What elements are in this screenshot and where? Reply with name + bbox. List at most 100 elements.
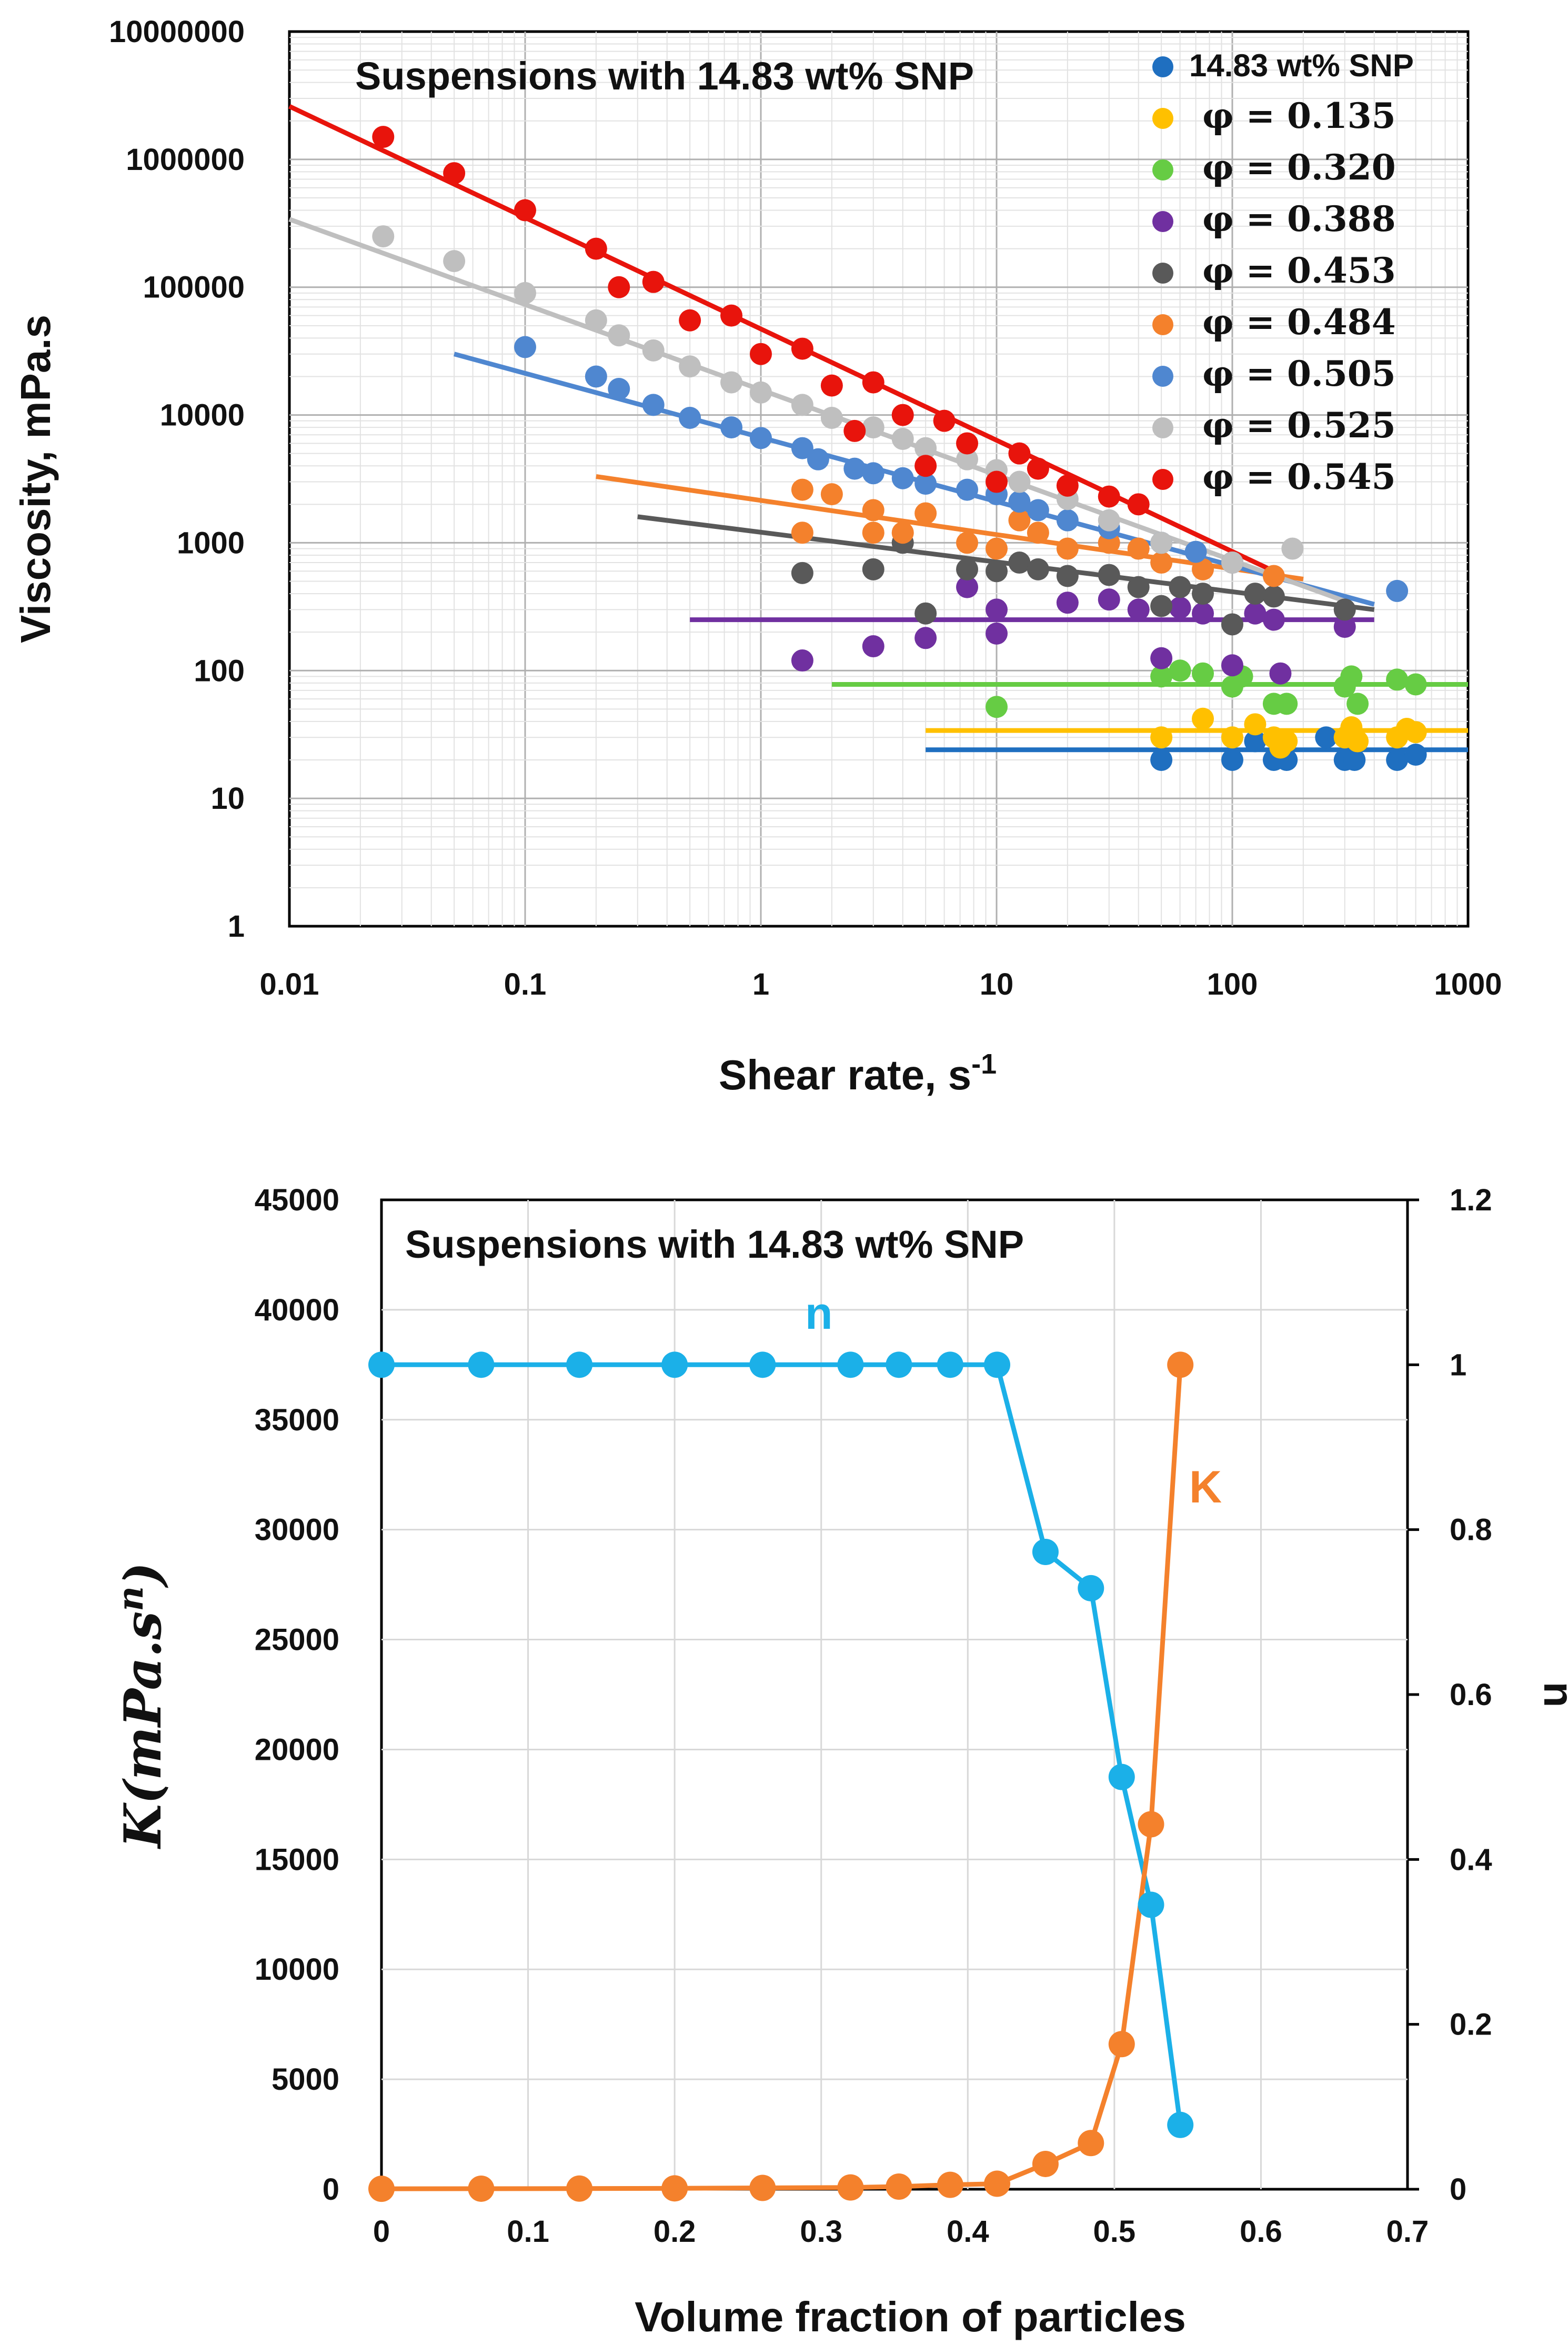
point-series-7	[750, 381, 772, 404]
legend-marker-7	[1152, 417, 1173, 438]
point-n	[886, 1351, 912, 1378]
point-series-4	[1027, 558, 1049, 580]
point-series-1	[1150, 726, 1173, 749]
fit-line-series-5	[596, 474, 1304, 582]
point-series-8	[914, 455, 937, 477]
point-series-8	[750, 343, 772, 365]
series-label-k: K	[1189, 1462, 1222, 1512]
point-series-6	[1008, 490, 1031, 513]
left-y-tick-label: 0	[323, 2172, 339, 2207]
data-points	[372, 126, 1427, 771]
x-tick-labels: 0 0.1 0.2 0.3 0.4 0.5 0.6 0.7	[373, 2214, 1429, 2249]
point-series-3	[1150, 647, 1173, 669]
point-series-0	[1315, 726, 1338, 749]
point-series-4	[986, 560, 1008, 583]
point-series-7	[372, 225, 395, 248]
point-series-7	[514, 282, 536, 304]
series-label-n: n	[805, 1288, 833, 1339]
point-n	[1032, 1538, 1059, 1565]
series-lines	[381, 1362, 1183, 2191]
legend-label-2: φ = 0.320	[1202, 147, 1396, 188]
point-series-7	[1281, 537, 1304, 560]
point-series-1	[1275, 730, 1298, 753]
x-tick-label: 0.2	[654, 2214, 696, 2249]
point-series-5	[914, 502, 937, 525]
point-series-3	[1056, 592, 1079, 614]
legend-marker-2	[1152, 159, 1173, 181]
point-series-8	[791, 337, 813, 360]
point-k	[1032, 2150, 1059, 2177]
left-y-tick-label: 45000	[255, 1183, 339, 1217]
point-series-4	[1127, 576, 1150, 598]
point-series-0	[1386, 749, 1409, 771]
legend-label-8: φ = 0.545	[1202, 456, 1396, 497]
x-tick-label: 0.5	[1093, 2214, 1136, 2249]
right-y-tick-label: 0.4	[1450, 1842, 1492, 1877]
point-series-5	[986, 537, 1008, 560]
point-series-2	[1346, 693, 1369, 715]
point-series-8	[679, 309, 701, 332]
y-tick-labels: 1 10 100 1000 10000 100000 1000000 10000000	[109, 15, 245, 944]
point-series-4	[1150, 595, 1173, 617]
point-series-8	[1127, 493, 1150, 516]
point-n	[1108, 1763, 1135, 1790]
point-n	[937, 1351, 963, 1378]
right-y-tick-label: 1.2	[1450, 1183, 1492, 1217]
point-k	[661, 2175, 688, 2202]
point-series-8	[956, 432, 979, 455]
point-series-4	[1244, 583, 1267, 605]
point-series-8	[372, 126, 395, 148]
point-series-2	[986, 696, 1008, 718]
point-series-6	[514, 336, 536, 358]
point-series-6	[1184, 540, 1207, 563]
point-series-5	[1008, 509, 1031, 532]
point-series-6	[642, 394, 665, 416]
point-series-6	[679, 406, 701, 429]
point-series-6	[891, 467, 914, 489]
point-series-4	[1333, 598, 1356, 621]
point-series-3	[1192, 602, 1214, 625]
point-n	[837, 1351, 864, 1378]
right-y-tick-label: 0.6	[1450, 1678, 1492, 1712]
y-tick-label: 10000000	[109, 15, 245, 49]
point-series-5	[1127, 537, 1150, 560]
point-series-8	[1008, 442, 1031, 465]
y-tick-label: 100	[194, 654, 245, 688]
point-series-7	[443, 250, 466, 273]
x-tick-label: 100	[1207, 967, 1258, 1001]
series-points	[368, 1351, 1194, 2202]
point-series-3	[986, 598, 1008, 621]
point-k	[368, 2176, 395, 2202]
point-series-3	[1221, 654, 1243, 677]
point-series-2	[1275, 693, 1298, 715]
x-tick-label: 10	[980, 967, 1014, 1001]
point-series-5	[1027, 522, 1049, 544]
point-series-5	[1150, 552, 1173, 574]
point-series-2	[1150, 665, 1173, 688]
point-series-4	[1008, 552, 1031, 574]
point-series-6	[1056, 509, 1079, 532]
point-series-6	[720, 416, 743, 439]
point-series-3	[862, 635, 884, 658]
point-series-6	[843, 457, 866, 480]
legend-marker-3	[1152, 211, 1173, 232]
point-series-2	[1404, 673, 1427, 696]
point-series-0	[1404, 743, 1427, 766]
point-series-8	[986, 470, 1008, 493]
x-tick-label: 1000	[1434, 967, 1502, 1001]
left-y-tick-label: 40000	[255, 1293, 339, 1327]
point-series-2	[1340, 665, 1363, 688]
point-k	[1138, 1811, 1164, 1838]
plot-area	[380, 1198, 1409, 2191]
point-series-5	[820, 483, 843, 506]
chart-title: Suspensions with 14.83 wt% SNP	[405, 1222, 1024, 1266]
x-tick-label: 0.3	[800, 2214, 842, 2249]
legend-marker-0	[1152, 56, 1173, 77]
grid	[289, 32, 1468, 926]
point-series-8	[891, 404, 914, 426]
point-series-7	[1221, 552, 1243, 574]
point-series-3	[956, 576, 979, 598]
right-y-tick-label: 0.8	[1450, 1513, 1492, 1547]
left-y-tick-label: 20000	[255, 1732, 339, 1767]
point-series-1	[1346, 730, 1369, 753]
